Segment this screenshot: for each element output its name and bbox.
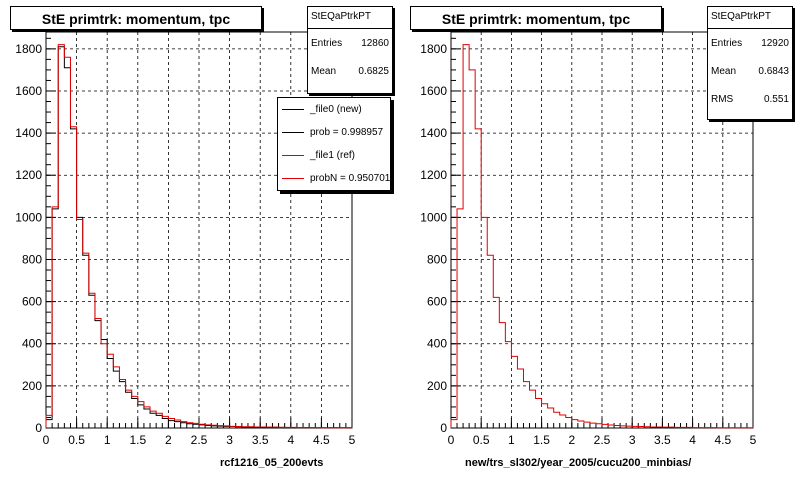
stats-label: RMS <box>711 93 734 105</box>
stats-value: 0.551 <box>763 93 789 105</box>
legend-label: probN = 0.950701 <box>310 173 391 184</box>
y-tick-label: 1800 <box>420 42 447 56</box>
legend-swatch <box>282 155 304 156</box>
y-tick-label: 400 <box>427 337 447 351</box>
x-tick-label: 1 <box>104 433 111 447</box>
x-tick-label: 2.5 <box>594 433 611 447</box>
x-tick-label: 1.5 <box>129 433 146 447</box>
legend-entry: _file1 (ref) <box>278 144 390 167</box>
stats-box-left: StEQaPtrkPT Entries 12860 Mean 0.6825 <box>307 6 393 94</box>
y-tick-label: 1400 <box>420 126 447 140</box>
y-tick-label: 1800 <box>15 42 42 56</box>
x-tick-label: 2.5 <box>191 433 208 447</box>
y-tick-label: 200 <box>427 379 447 393</box>
stats-label: Mean <box>311 65 337 77</box>
y-tick-label: 1400 <box>15 126 42 140</box>
y-tick-label: 1200 <box>420 168 447 182</box>
x-tick-label: 0.5 <box>473 433 490 447</box>
stats-label: Mean <box>711 65 737 77</box>
x-tick-label: 3.5 <box>654 433 671 447</box>
x-tick-label: 0 <box>43 433 50 447</box>
stats-row-mean: Mean 0.6825 <box>308 57 392 85</box>
y-tick-label: 0 <box>35 421 42 435</box>
x-tick-label: 0 <box>448 433 455 447</box>
x-tick-label: 2 <box>568 433 575 447</box>
x-tick-label: 5 <box>750 433 757 447</box>
x-axis-footer-left: rcf1216_05_200evts <box>220 457 324 469</box>
x-tick-label: 3.5 <box>252 433 269 447</box>
legend-swatch <box>282 132 304 133</box>
x-tick-label: 1 <box>508 433 515 447</box>
y-tick-label: 1000 <box>15 210 42 224</box>
stats-value: 0.6843 <box>758 65 789 77</box>
y-tick-label: 1600 <box>420 84 447 98</box>
y-tick-label: 1000 <box>420 210 447 224</box>
legend-label: prob = 0.998957 <box>310 127 384 138</box>
legend-label: _file1 (ref) <box>310 150 356 161</box>
plot-left: 0 0.5 1 1.5 2 2.5 3 3.5 4 4.5 5 0 200 400 600 800 1000 12… <box>15 31 356 447</box>
stats-value: 0.6825 <box>358 65 389 77</box>
y-tick-label: 200 <box>22 379 42 393</box>
x-tick-label: 3 <box>226 433 233 447</box>
y-tick-label: 600 <box>22 295 42 309</box>
x-tick-label: 4.5 <box>313 433 330 447</box>
x-tick-label: 3 <box>629 433 636 447</box>
stats-name: StEQaPtrkPT <box>308 7 392 29</box>
x-tick-label: 4 <box>689 433 696 447</box>
legend-entry: prob = 0.998957 <box>278 121 390 144</box>
y-tick-label: 800 <box>427 252 447 266</box>
chart-title-left: StE primtrk: momentum, tpc <box>10 6 262 30</box>
legend-box: _file0 (new) prob = 0.998957 _file1 (ref… <box>277 97 391 191</box>
y-tick-label: 1200 <box>15 168 42 182</box>
legend-swatch <box>282 178 304 179</box>
stats-value: 12920 <box>761 37 789 49</box>
stats-label: Entries <box>311 37 343 49</box>
chart-title-right: StE primtrk: momentum, tpc <box>410 6 662 30</box>
stats-row-entries: Entries 12860 <box>308 29 392 57</box>
legend-swatch <box>282 109 304 110</box>
x-tick-label: 0.5 <box>68 433 85 447</box>
stats-value: 12860 <box>361 37 389 49</box>
stats-label: Entries <box>711 37 743 49</box>
stats-row-rms: RMS 0.551 <box>708 85 792 113</box>
stats-box-right: StEQaPtrkPT Entries 12920 Mean 0.6843 RM… <box>707 6 793 120</box>
stats-row-mean: Mean 0.6843 <box>708 57 792 85</box>
x-tick-label: 4 <box>287 433 294 447</box>
plot-right: 0 0.5 1 1.5 2 2.5 3 3.5 4 4.5 5 0 200 400 600 800 1000 12… <box>420 31 757 447</box>
histogram-series <box>450 44 754 429</box>
x-axis-footer-right: new/trs_sl302/year_2005/cucu200_minbias/ <box>465 457 692 469</box>
legend-entry: _file0 (new) <box>278 98 390 121</box>
legend-label: _file0 (new) <box>310 104 362 115</box>
y-tick-label: 600 <box>427 295 447 309</box>
y-tick-label: 0 <box>440 421 447 435</box>
stats-row-entries: Entries 12920 <box>708 29 792 57</box>
y-tick-label: 400 <box>22 337 42 351</box>
y-tick-label: 1600 <box>15 84 42 98</box>
x-tick-label: 5 <box>349 433 356 447</box>
x-tick-label: 4.5 <box>714 433 731 447</box>
x-tick-label: 1.5 <box>533 433 550 447</box>
x-tick-label: 2 <box>165 433 172 447</box>
legend-entry: probN = 0.950701 <box>278 167 390 190</box>
stats-name: StEQaPtrkPT <box>708 7 792 29</box>
y-tick-label: 800 <box>22 252 42 266</box>
histogram-series <box>45 44 353 429</box>
